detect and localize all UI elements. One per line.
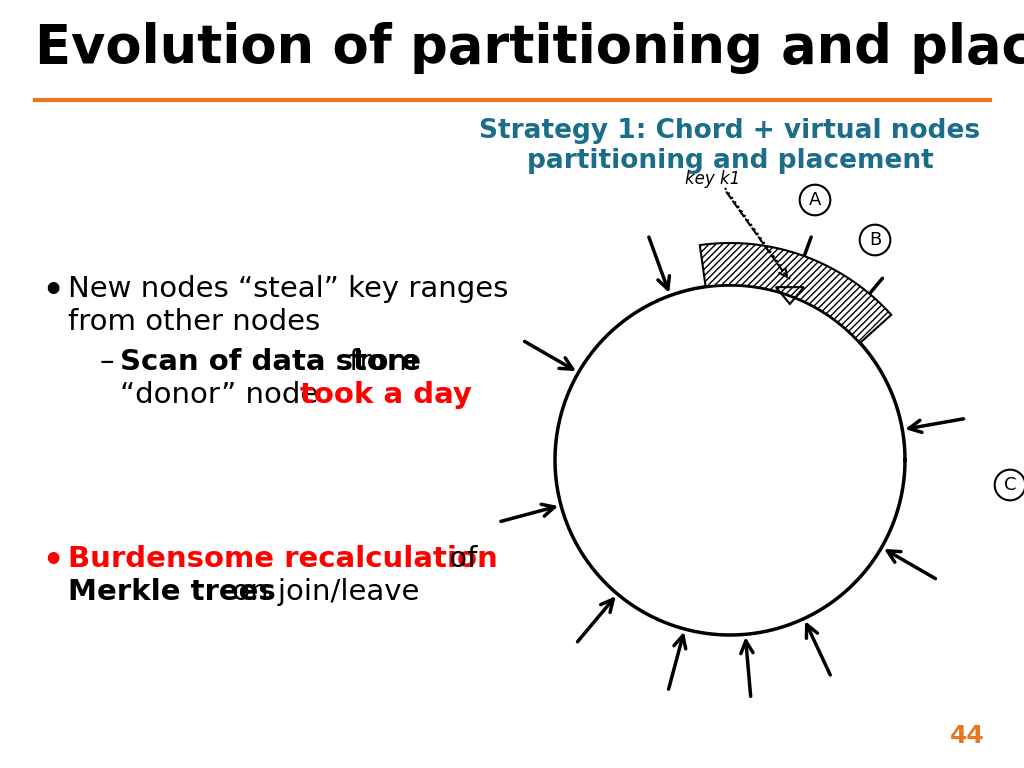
Text: A: A: [809, 191, 821, 209]
Text: took a day: took a day: [300, 381, 472, 409]
Text: 44: 44: [950, 724, 985, 748]
Text: Burdensome recalculation: Burdensome recalculation: [68, 545, 498, 573]
Text: key k1: key k1: [685, 170, 740, 188]
Text: Scan of data store: Scan of data store: [120, 348, 421, 376]
Text: •: •: [42, 275, 63, 308]
Text: New nodes “steal” key ranges: New nodes “steal” key ranges: [68, 275, 508, 303]
Text: •: •: [42, 545, 63, 578]
Text: –: –: [100, 348, 124, 376]
Text: from: from: [340, 348, 417, 376]
Text: “donor” node: “donor” node: [120, 381, 328, 409]
Text: B: B: [869, 231, 881, 249]
Text: on join/leave: on join/leave: [223, 578, 420, 606]
Text: from other nodes: from other nodes: [68, 308, 321, 336]
Text: Merkle trees: Merkle trees: [68, 578, 275, 606]
Text: Evolution of partitioning and placement: Evolution of partitioning and placement: [35, 22, 1024, 74]
Text: of: of: [440, 545, 477, 573]
Text: partitioning and placement: partitioning and placement: [526, 148, 933, 174]
Text: Strategy 1: Chord + virtual nodes: Strategy 1: Chord + virtual nodes: [479, 118, 981, 144]
Text: C: C: [1004, 476, 1016, 494]
Polygon shape: [699, 243, 891, 343]
